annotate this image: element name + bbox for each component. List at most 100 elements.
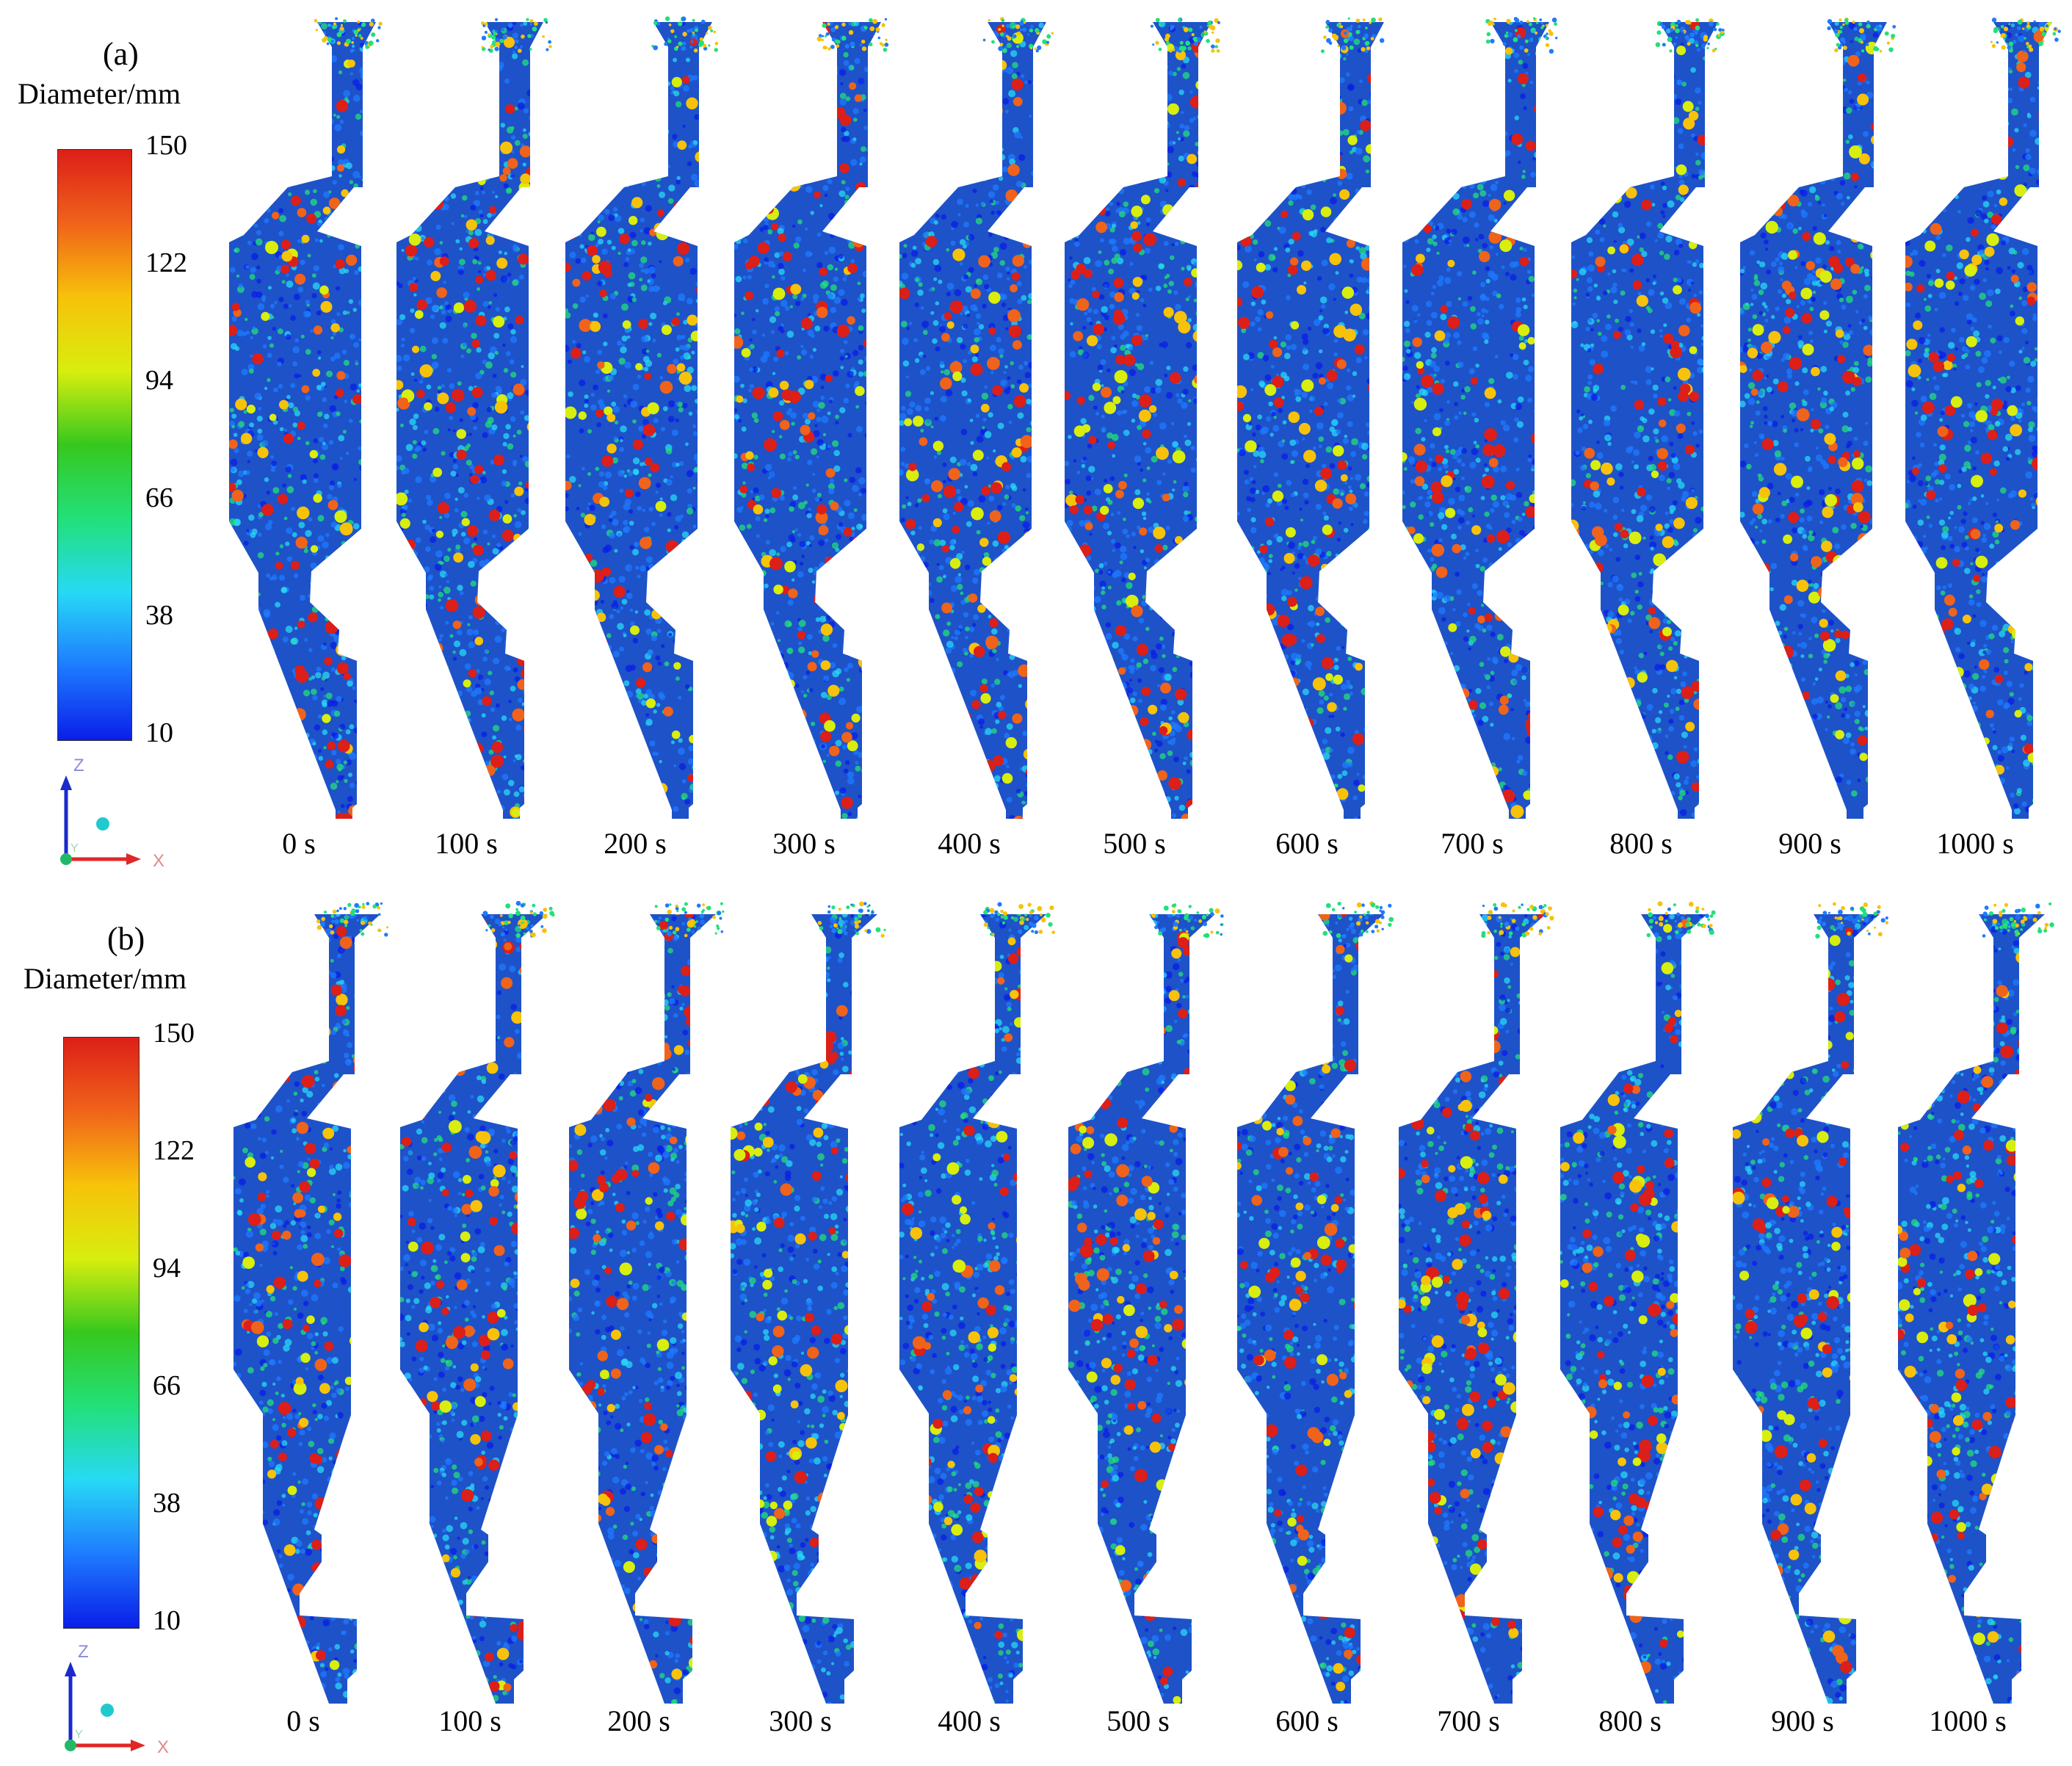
feed-particles [816,18,889,52]
x-axis-label: X [153,851,164,871]
feed-particles [983,902,1055,937]
axis-triad: Z X Y [60,756,164,871]
feed-particles [651,16,719,53]
time-label: 100 s [435,826,498,861]
feed-particles [1150,17,1220,53]
feed-particles [1655,18,1725,53]
frame-1000s [1905,18,2061,819]
z-axis-label: Z [78,1642,89,1662]
feed-particles [1320,17,1385,54]
colorbar-tick: 122 [153,1134,195,1167]
time-label: 900 s [1778,826,1841,861]
vessel-body [731,914,877,1704]
time-label: 700 s [1441,826,1504,861]
time-label: 600 s [1275,1704,1339,1738]
feed-particles [654,902,725,938]
frame-500s [1065,17,1220,819]
time-label: 500 s [1106,1704,1170,1738]
colorbar [63,1037,140,1629]
axis-triad: Z X Y [65,1642,169,1757]
frame-1000s [1898,902,2054,1704]
feed-particles [314,17,383,53]
frame-500s [1068,903,1224,1704]
colorbar-tick: 150 [153,1017,195,1049]
origin-dot [65,1740,76,1751]
time-label: 300 s [772,826,836,861]
colorbar-tick: 150 [145,129,187,162]
time-label: 200 s [604,826,667,861]
feed-particles [1322,901,1394,938]
time-label: 0 s [282,826,316,861]
y-axis-label: Y [70,842,79,855]
colorbar-tick: 10 [153,1604,181,1637]
time-label: 300 s [769,1704,832,1738]
vessel-body [229,22,376,819]
feed-particles [1982,902,2054,938]
frame-900s [1733,902,1889,1704]
simulation-frames [229,16,2061,819]
time-label: 500 s [1103,826,1166,861]
feed-particles [316,902,389,937]
time-label: 400 s [938,1704,1001,1738]
frame-200s [565,16,719,819]
time-label: 800 s [1598,1704,1662,1738]
feed-particles [1481,902,1554,938]
time-label: 200 s [607,1704,670,1738]
z-axis-arrowhead [60,775,72,790]
z-axis-label: Z [73,756,84,775]
x-axis-arrowhead [131,1740,145,1751]
colorbar-title: Diameter/mm [18,76,181,111]
simulation-frames [233,900,2054,1704]
vessel-body [233,914,380,1704]
y-axis-label: Y [75,1729,83,1741]
time-label: 400 s [938,826,1001,861]
frame-800s [1571,18,1725,819]
colorbar-tick: 10 [145,717,173,749]
time-label: 1000 s [1929,1704,2007,1738]
frame-200s [569,902,725,1704]
frame-600s [1237,901,1394,1704]
frame-100s [400,900,555,1704]
panel-a: (a) Diameter/mm 150 122 94 66 38 10 Z X … [0,0,2072,881]
frame-0s [233,902,389,1704]
origin-dot [60,853,72,865]
colorbar [57,149,132,741]
vessel-body [899,914,1046,1704]
colorbar-tick: 38 [153,1487,181,1519]
frame-400s [899,902,1055,1704]
x-axis-arrowhead [126,853,141,865]
colorbar-tick: 38 [145,599,173,632]
colorbar-title: Diameter/mm [23,961,186,996]
x-axis-label: X [157,1737,169,1757]
feed-particles [481,18,552,53]
time-label: 600 s [1275,826,1339,861]
frame-800s [1560,901,1716,1704]
feed-particles [1827,17,1897,53]
vessel-body [569,914,716,1704]
frame-700s [1399,902,1554,1704]
frame-300s [734,18,889,819]
feed-particles [817,901,886,938]
frame-300s [731,901,886,1704]
frame-100s [396,18,552,819]
colorbar-tick: 122 [145,247,187,279]
vessel-body [400,914,547,1704]
colorbar-tick: 66 [145,482,173,514]
panel-label: (a) [103,35,139,73]
time-label: 0 s [286,1704,320,1738]
colorbar-tick: 66 [153,1369,181,1402]
feed-particles [1151,903,1224,938]
panel-b: (b) Diameter/mm 150 122 94 66 38 10 Z X … [0,885,2072,1766]
frame-400s [899,17,1054,819]
feed-particles [482,900,555,938]
z-axis-arrowhead [65,1662,76,1676]
time-label: 900 s [1771,1704,1834,1738]
vessel-body [1068,914,1215,1704]
time-label: 800 s [1609,826,1673,861]
vessel-body [1237,914,1384,1704]
frame-700s [1402,17,1558,819]
time-label: 1000 s [1936,826,2014,861]
feed-particles [982,17,1054,54]
view-sphere-icon [96,817,109,830]
frame-600s [1237,17,1385,819]
